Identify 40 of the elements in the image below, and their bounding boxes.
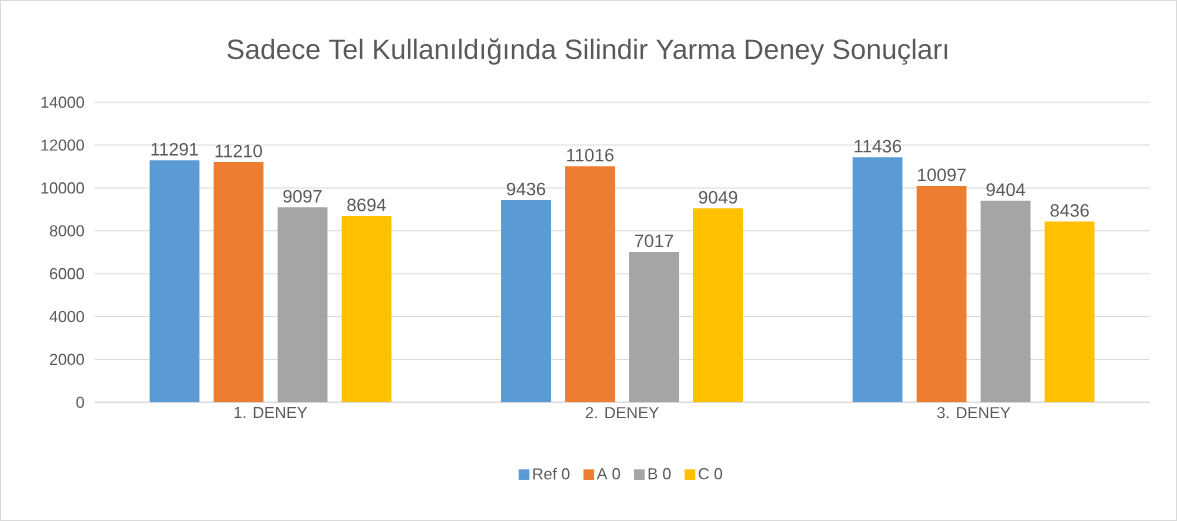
data-label: 9436 xyxy=(506,182,546,196)
legend-label: Ref 0 xyxy=(533,467,570,480)
y-tick-label: 2000 xyxy=(49,353,84,366)
x-tick-label: 2. DENEY xyxy=(585,407,659,419)
data-label: 11016 xyxy=(567,148,614,162)
bar xyxy=(565,166,616,403)
y-tick-label: 4000 xyxy=(49,310,84,323)
x-tick-label: 1. DENEY xyxy=(234,407,308,418)
data-label: 10097 xyxy=(918,168,966,182)
data-label: 7017 xyxy=(635,234,674,248)
data-label: 11436 xyxy=(854,139,902,153)
data-label: 9097 xyxy=(283,189,322,203)
legend-label: A 0 xyxy=(596,468,621,480)
data-label: 11291 xyxy=(151,142,198,156)
bar xyxy=(629,251,680,403)
data-label: 9049 xyxy=(698,190,738,204)
bar xyxy=(693,208,744,403)
data-label: 8436 xyxy=(1050,204,1089,217)
bar xyxy=(980,200,1031,403)
bar xyxy=(277,207,328,403)
y-tick-label: 6000 xyxy=(49,268,84,280)
bar xyxy=(213,162,264,403)
chart-title: Sadece Tel Kullanıldığında Silindir Yarma Deney Sonuçları xyxy=(227,38,948,65)
bar xyxy=(501,200,552,403)
bar xyxy=(1044,221,1095,403)
bar xyxy=(916,185,967,403)
bar xyxy=(149,160,200,403)
bar xyxy=(852,157,903,403)
data-label: 11210 xyxy=(215,144,263,158)
legend-label: C 0 xyxy=(698,468,723,480)
x-tick-label: 3. DENEY xyxy=(937,407,1011,419)
data-label: 9404 xyxy=(986,183,1026,197)
y-tick-label: 10000 xyxy=(41,182,84,194)
y-tick-label: 14000 xyxy=(41,96,84,108)
y-tick-label: 12000 xyxy=(41,139,84,151)
legend-label: B 0 xyxy=(648,468,671,480)
data-label: 8694 xyxy=(347,198,386,212)
y-tick-label: 0 xyxy=(76,396,85,408)
bar xyxy=(341,215,392,403)
y-tick-label: 8000 xyxy=(49,225,84,237)
